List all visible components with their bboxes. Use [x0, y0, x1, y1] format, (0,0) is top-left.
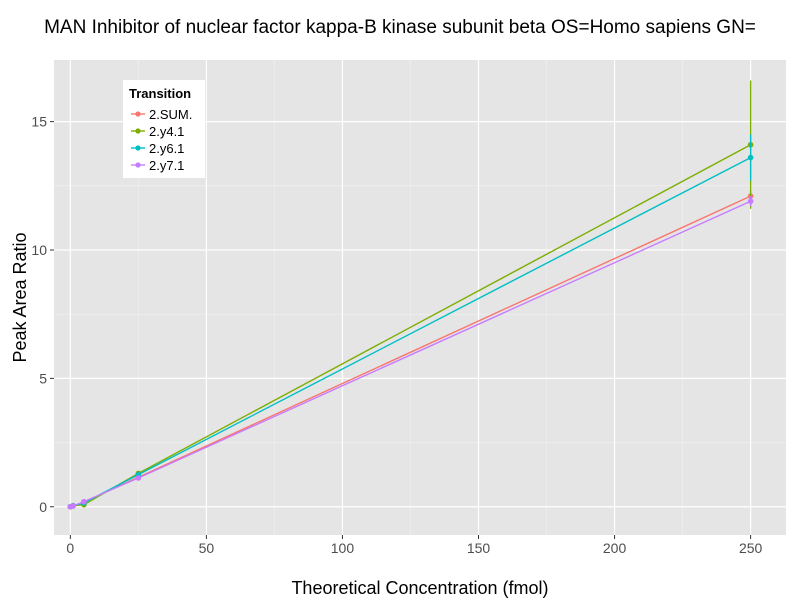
legend-item: 2.y7.1 — [131, 158, 184, 173]
chart-title: MAN Inhibitor of nuclear factor kappa-B … — [44, 17, 756, 38]
data-point — [70, 503, 76, 509]
legend-key-point — [135, 128, 141, 134]
legend-label: 2.y6.1 — [149, 141, 184, 156]
data-point — [747, 154, 754, 161]
series-2.y7.1 — [67, 196, 754, 510]
legend-label: 2.SUM. — [149, 107, 192, 122]
data-point — [135, 475, 142, 481]
y-tick-label: 5 — [39, 370, 47, 386]
y-axis: 0 5 10 15 — [31, 114, 54, 515]
legend-label: 2.y4.1 — [149, 124, 184, 139]
data-point — [81, 498, 87, 505]
legend-label: 2.y7.1 — [149, 158, 184, 173]
x-tick-label: 100 — [331, 540, 355, 556]
x-tick-label: 50 — [199, 540, 215, 556]
y-axis-title: Peak Area Ratio — [10, 232, 30, 362]
y-tick-label: 10 — [31, 242, 47, 258]
x-tick-label: 0 — [66, 540, 74, 556]
x-axis: 0 50 100 150 200 250 — [66, 535, 763, 556]
y-tick-label: 15 — [31, 114, 47, 130]
legend-item: 2.y6.1 — [131, 141, 184, 156]
x-tick-label: 200 — [603, 540, 627, 556]
legend-key-point — [135, 111, 141, 117]
legend-title: Transition — [129, 86, 191, 101]
y-tick-label: 0 — [39, 499, 47, 515]
x-tick-label: 150 — [467, 540, 491, 556]
legend: Transition 2.SUM. 2.y4.1 2.y6.1 2.y7.1 — [123, 80, 205, 178]
x-tick-label: 250 — [739, 540, 763, 556]
legend-key-point — [135, 145, 141, 151]
series-layer — [67, 80, 754, 510]
legend-item: 2.SUM. — [131, 107, 192, 122]
data-point — [747, 198, 754, 205]
legend-item: 2.y4.1 — [131, 124, 184, 139]
x-axis-title: Theoretical Concentration (fmol) — [291, 578, 548, 598]
legend-key-point — [135, 162, 141, 168]
